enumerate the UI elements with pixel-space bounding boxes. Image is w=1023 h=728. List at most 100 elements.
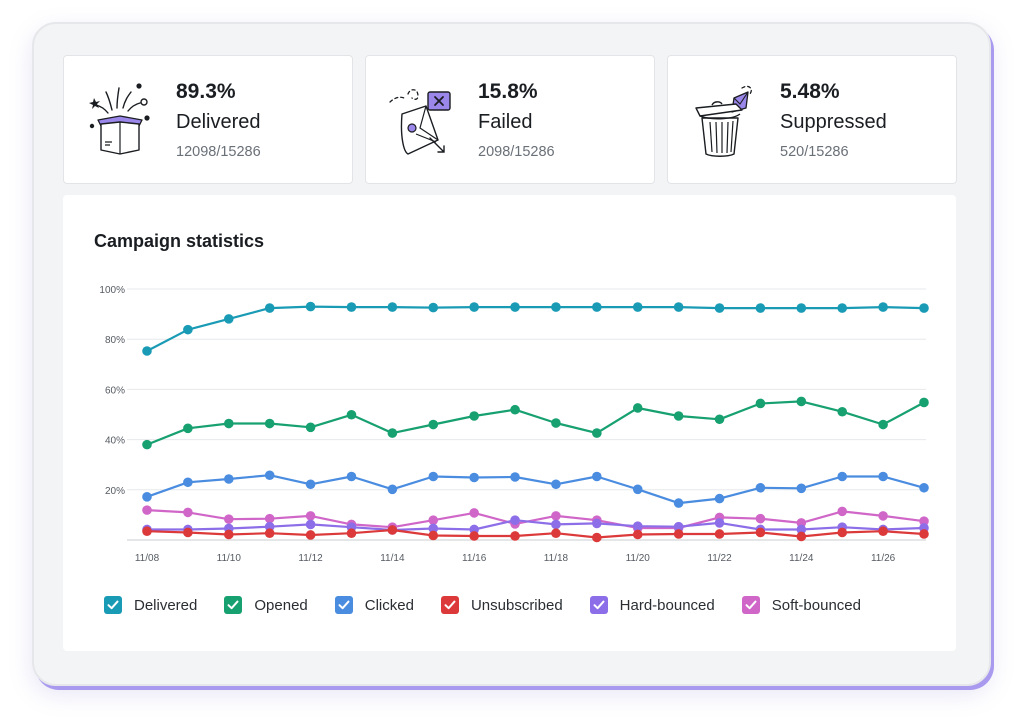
data-point-delivered — [510, 302, 520, 312]
legend-checkbox[interactable] — [589, 596, 608, 614]
data-point-delivered — [592, 302, 602, 312]
legend-item-opened[interactable]: Opened — [224, 596, 308, 614]
data-point-hard-bounced — [428, 523, 439, 534]
data-point-delivered — [837, 303, 848, 313]
data-point-delivered — [919, 303, 929, 313]
data-point-soft-bounced — [264, 513, 275, 524]
chart-title: Campaign statistics — [94, 231, 265, 251]
data-point-delivered — [673, 302, 684, 312]
data-point-clicked — [264, 470, 275, 481]
legend-label: Opened — [254, 596, 308, 614]
legend-checkbox[interactable] — [334, 596, 353, 614]
data-point-delivered — [305, 301, 316, 312]
data-point-unsubscribed — [878, 526, 888, 537]
data-point-delivered — [346, 302, 357, 312]
stat-card-suppressed: 5.48% Suppressed 520/15286 — [667, 55, 957, 184]
data-point-hard-bounced — [632, 521, 643, 531]
data-point-unsubscribed — [387, 525, 398, 535]
data-point-clicked — [387, 484, 398, 495]
x-tick-label: 11/16 — [462, 553, 487, 564]
legend-item-delivered[interactable]: Delivered — [104, 596, 197, 614]
series-line-opened — [146, 400, 925, 446]
data-point-hard-bounced — [510, 515, 520, 525]
y-tick-label: 60% — [105, 385, 125, 396]
x-tick-label: 11/10 — [217, 553, 242, 564]
stat-card-delivered: 89.3% Delivered 12098/15286 — [63, 55, 353, 184]
data-point-clicked — [305, 479, 316, 490]
legend-checkbox[interactable] — [440, 596, 459, 614]
data-point-clicked — [346, 471, 357, 482]
data-point-soft-bounced — [142, 505, 152, 515]
data-point-unsubscribed — [305, 530, 316, 540]
data-point-clicked — [592, 471, 602, 482]
data-point-soft-bounced — [223, 514, 234, 524]
x-tick-label: 11/08 — [135, 553, 160, 564]
data-point-hard-bounced — [796, 524, 807, 535]
data-point-hard-bounced — [673, 521, 684, 532]
data-point-opened — [305, 422, 316, 433]
data-point-clicked — [919, 482, 929, 493]
data-point-clicked — [469, 472, 479, 483]
legend-checkbox[interactable] — [224, 596, 243, 614]
stat-label: Suppressed — [780, 111, 887, 133]
data-point-clicked — [223, 474, 234, 484]
data-point-hard-bounced — [714, 518, 725, 528]
legend-checkbox[interactable] — [741, 596, 760, 614]
campaign-statistics-card: Campaign statistics 20% 40% 60% 80% 100% 11/0… — [63, 195, 956, 651]
legend-item-clicked[interactable]: Clicked — [334, 596, 414, 614]
legend-label: Unsubscribed — [470, 596, 563, 614]
data-point-unsubscribed — [714, 529, 725, 539]
series-line-soft-bounced — [146, 509, 925, 530]
check-icon — [338, 600, 350, 610]
data-point-unsubscribed — [142, 526, 152, 537]
box-open-icon — [89, 83, 150, 155]
legend-item-soft-bounced[interactable]: Soft-bounced — [741, 596, 861, 614]
legend-label: Delivered — [134, 596, 198, 614]
data-point-delivered — [755, 303, 766, 313]
data-point-delivered — [469, 302, 479, 312]
legend-checkbox[interactable] — [104, 596, 122, 614]
stat-percent: 15.8% — [478, 80, 538, 103]
data-point-unsubscribed — [592, 532, 602, 543]
data-point-clicked — [142, 492, 152, 502]
data-point-unsubscribed — [428, 530, 439, 541]
data-point-opened — [837, 406, 848, 417]
x-tick-label: 11/18 — [544, 553, 569, 564]
data-point-soft-bounced — [551, 511, 561, 521]
x-tick-label: 11/14 — [380, 553, 405, 564]
data-point-unsubscribed — [510, 531, 520, 541]
data-point-hard-bounced — [551, 519, 561, 530]
check-icon — [745, 600, 757, 610]
chart-legend: Delivered Opened Clicked Unsubscribed Hard-b… — [104, 593, 888, 617]
data-point-hard-bounced — [592, 518, 602, 529]
data-point-opened — [183, 423, 193, 434]
data-point-opened — [264, 418, 275, 429]
series-line-delivered — [146, 305, 925, 352]
data-point-opened — [428, 419, 439, 430]
data-point-opened — [469, 411, 479, 421]
data-point-soft-bounced — [428, 515, 439, 525]
data-point-delivered — [264, 303, 275, 313]
legend-item-unsubscribed[interactable]: Unsubscribed — [440, 596, 563, 614]
failed-envelope-icon — [389, 89, 451, 155]
data-point-opened — [387, 428, 398, 438]
y-tick-label: 40% — [105, 436, 125, 447]
data-point-delivered — [428, 302, 439, 313]
x-tick-label: 11/22 — [707, 553, 732, 564]
data-point-delivered — [183, 324, 193, 335]
stat-percent: 5.48% — [780, 80, 840, 103]
x-tick-label: 11/26 — [871, 553, 896, 564]
stat-count: 12098/15286 — [176, 144, 261, 160]
data-point-soft-bounced — [878, 511, 888, 521]
data-point-opened — [714, 414, 725, 425]
data-point-opened — [551, 418, 561, 428]
data-point-clicked — [673, 498, 684, 508]
data-point-unsubscribed — [796, 531, 807, 542]
data-point-unsubscribed — [755, 527, 766, 538]
legend-item-hard-bounced[interactable]: Hard-bounced — [589, 596, 715, 614]
series-line-clicked — [146, 474, 925, 505]
data-point-opened — [510, 404, 520, 415]
data-point-soft-bounced — [183, 507, 193, 518]
stat-card-failed: 15.8% Failed 2098/15286 — [365, 55, 655, 184]
data-point-opened — [755, 398, 766, 409]
